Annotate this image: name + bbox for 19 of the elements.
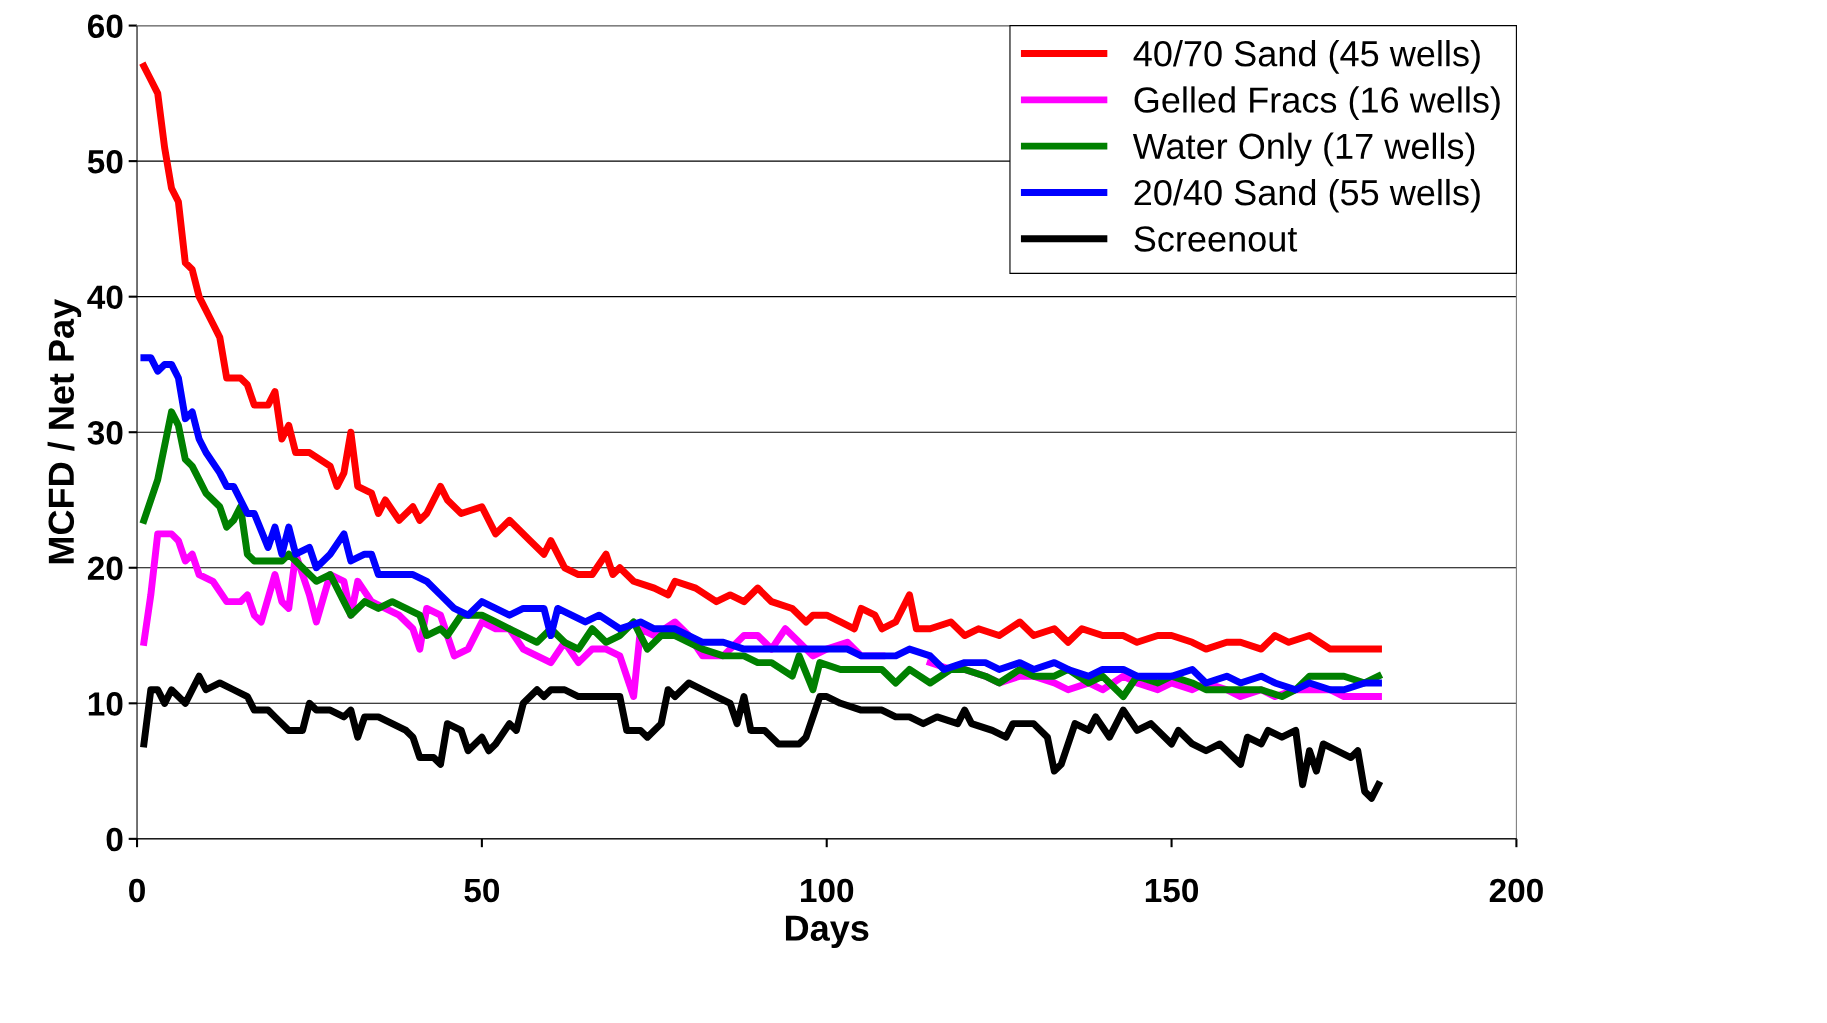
legend-label: Gelled Fracs (16 wells) [1134,86,1500,120]
legend-label: 20/40 Sand (55 wells) [1134,178,1480,213]
y-axis-title: MCFD / Net Pay [47,298,82,564]
x-tick-label: 200 [1489,878,1543,903]
x-axis-title: Days [785,915,869,949]
y-tick-label: 40 [87,285,123,310]
y-tick-label: 50 [87,149,123,174]
x-tick-label: 150 [1145,878,1199,903]
y-tick-label: 30 [87,421,123,445]
legend-label: 40/70 Sand (45 wells) [1133,40,1480,74]
x-tick-label: 100 [801,878,854,903]
legend-label: Screenout [1134,226,1298,252]
y-tick-label: 60 [87,14,123,38]
x-tick-label: 50 [464,878,500,903]
legend-label: Water Only (17 wells) [1132,132,1475,167]
x-tick-label: 0 [129,878,145,903]
y-tick-label: 10 [88,692,123,716]
y-tick-label: 0 [106,827,123,852]
y-tick-label: 20 [87,556,123,581]
